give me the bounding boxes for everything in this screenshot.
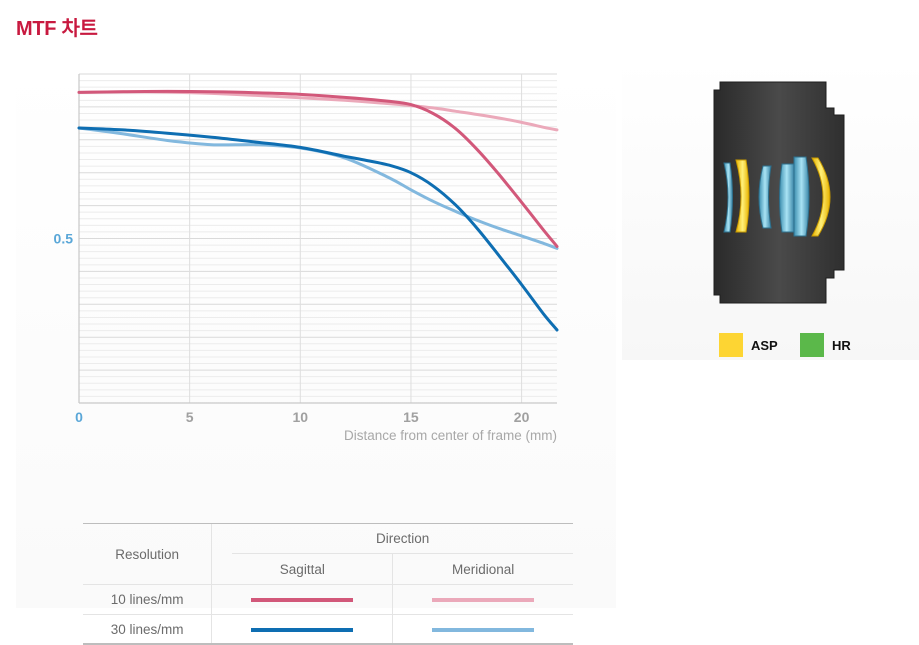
x-axis-label: Distance from center of frame (mm) (344, 428, 557, 443)
lens-cross-section-diagram (713, 81, 845, 304)
chart-series (77, 89, 559, 332)
hr-swatch (800, 333, 824, 357)
row-label-10lpmm: 10 lines/mm (83, 584, 212, 615)
lens-element-2-asp (735, 159, 750, 233)
x-tick-label: 5 (186, 409, 194, 425)
lens-panel: ASP HR (622, 60, 919, 360)
asp-swatch (719, 333, 743, 357)
series-line-10-lines-mm-sagittal (77, 89, 559, 248)
resolution-header: Resolution (83, 523, 212, 585)
chart-grid (79, 73, 557, 403)
chart-labels: 0 5 10 15 20 0.5 Distance from center of frame… (54, 231, 557, 444)
series-line-10-lines-mm-meridional (77, 90, 559, 132)
asp-label: ASP (751, 337, 778, 353)
x-tick-label: 10 (293, 409, 309, 425)
x-tick-label: 0 (75, 409, 83, 425)
mtf-legend-table: Resolution Direction Sagittal Meridional… (83, 523, 573, 645)
direction-header: Direction (232, 524, 573, 554)
series-line-30-lines-mm-meridional (77, 126, 559, 250)
x-tick-label: 20 (514, 409, 530, 425)
swatch-30-sagittal (251, 627, 354, 632)
hr-label: HR (832, 337, 851, 353)
mtf-chart-panel: 0 5 10 15 20 0.5 Distance from center of frame… (16, 60, 616, 645)
lens-barrel (713, 81, 845, 304)
sagittal-header: Sagittal (211, 554, 393, 585)
swatch-30-meridional (432, 627, 535, 632)
page-title: MTF 차트 (16, 18, 98, 40)
legend-item-hr: HR (800, 333, 851, 357)
lens-element-4 (779, 163, 795, 233)
swatch-10-sagittal (251, 598, 354, 603)
x-tick-label: 15 (403, 409, 419, 425)
legend-item-asp: ASP (719, 333, 778, 357)
row-label-30lpmm: 30 lines/mm (83, 614, 212, 645)
lens-element-6-asp (811, 157, 831, 237)
lens-element-5 (793, 156, 810, 237)
swatch-10-meridional (432, 598, 535, 603)
lens-element-3 (758, 165, 772, 229)
lens-element-1 (723, 162, 733, 233)
meridional-header: Meridional (392, 554, 573, 585)
mtf-chart: 0 5 10 15 20 0.5 Distance from center of frame… (54, 73, 559, 444)
y-tick-label: 0.5 (54, 231, 74, 247)
series-line-30-lines-mm-sagittal (77, 126, 559, 332)
